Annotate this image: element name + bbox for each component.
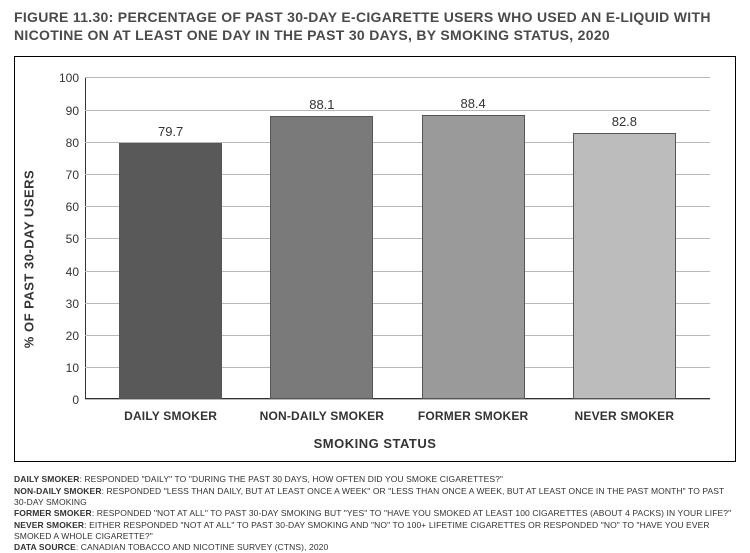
x-axis-title: SMOKING STATUS — [15, 436, 735, 451]
y-tick-label: 90 — [55, 104, 85, 118]
y-tick-label: 30 — [55, 297, 85, 311]
figure-title: FIGURE 11.30: PERCENTAGE OF PAST 30-DAY … — [0, 0, 750, 52]
y-tick-label: 70 — [55, 168, 85, 182]
x-tick-label: NEVER SMOKER — [549, 409, 700, 423]
footnote-line: DAILY SMOKER: RESPONDED "DAILY" TO "DURI… — [14, 474, 736, 485]
plot-area: 0102030405060708090100 79.788.188.482.8 — [85, 77, 710, 399]
footnote-line: FORMER SMOKER: RESPONDED "NOT AT ALL" TO… — [14, 508, 736, 519]
footnotes: DAILY SMOKER: RESPONDED "DAILY" TO "DURI… — [0, 470, 750, 552]
bars-container: 79.7 88.1 88.4 82.8 — [85, 77, 710, 399]
figure-number: FIGURE 11.30 — [14, 9, 109, 25]
bar-slot: 88.4 — [398, 77, 549, 399]
bar — [422, 115, 525, 400]
x-tick-label: NON-DAILY SMOKER — [246, 409, 397, 423]
bar-slot: 82.8 — [549, 77, 700, 399]
y-tick-label: 60 — [55, 200, 85, 214]
footnote-term: NEVER SMOKER — [14, 520, 84, 530]
figure-title-text: : PERCENTAGE OF PAST 30-DAY E-CIGARETTE … — [14, 9, 711, 43]
y-tick-label: 20 — [55, 329, 85, 343]
footnote-def: : EITHER RESPONDED "NOT AT ALL" TO PAST … — [14, 520, 710, 541]
footnote-term: DAILY SMOKER — [14, 474, 79, 484]
bar-value-label: 88.1 — [309, 97, 334, 112]
footnote-line: NON-DAILY SMOKER: RESPONDED "LESS THAN D… — [14, 486, 736, 507]
y-tick-label: 50 — [55, 232, 85, 246]
footnote-def: : RESPONDED "NOT AT ALL" TO PAST 30-DAY … — [92, 508, 731, 518]
x-tick-label: FORMER SMOKER — [398, 409, 549, 423]
bar-slot: 88.1 — [246, 77, 397, 399]
footnote-line: NEVER SMOKER: EITHER RESPONDED "NOT AT A… — [14, 520, 736, 541]
bar — [573, 133, 676, 400]
grid-line: 0 — [85, 399, 710, 400]
y-axis-title: % OF PAST 30-DAY USERS — [22, 170, 37, 348]
bar-slot: 79.7 — [95, 77, 246, 399]
x-axis-labels: DAILY SMOKERNON-DAILY SMOKERFORMER SMOKE… — [85, 409, 710, 423]
footnote-line: DATA SOURCE: CANADIAN TOBACCO AND NICOTI… — [14, 542, 736, 553]
chart-frame: % OF PAST 30-DAY USERS 0 10 20 30 40 50 60 70 80… — [14, 56, 736, 462]
y-tick-label: 10 — [55, 361, 85, 375]
footnote-term: FORMER SMOKER — [14, 508, 92, 518]
y-tick-label: 40 — [55, 265, 85, 279]
bar — [119, 143, 222, 400]
footnote-term: NON-DAILY SMOKER — [14, 486, 102, 496]
y-tick-label: 100 — [55, 71, 85, 85]
footnote-def: : RESPONDED "DAILY" TO "DURING THE PAST … — [79, 474, 503, 484]
y-tick-label: 0 — [55, 393, 85, 407]
y-tick-label: 80 — [55, 136, 85, 150]
bar-value-label: 88.4 — [460, 96, 485, 111]
x-tick-label: DAILY SMOKER — [95, 409, 246, 423]
bar-value-label: 82.8 — [612, 114, 637, 129]
footnote-def: : RESPONDED "LESS THAN DAILY, BUT AT LEA… — [14, 486, 724, 507]
bar-value-label: 79.7 — [158, 124, 183, 139]
bar — [270, 116, 373, 400]
